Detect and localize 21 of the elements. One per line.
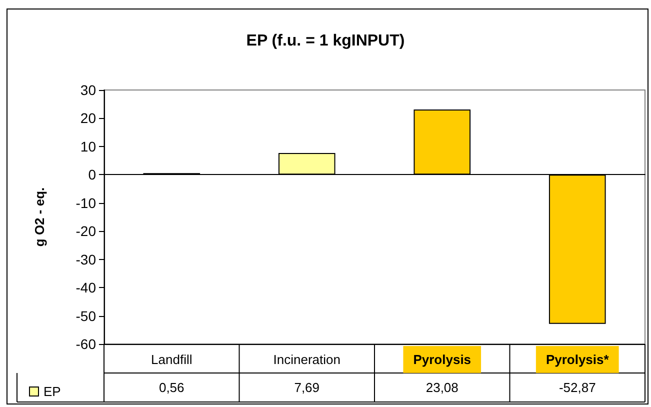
data-label: 7,69 [294,380,320,395]
data-label: 0,56 [158,380,184,395]
y-tick-label: 30 [80,82,96,98]
y-tick-label: -60 [76,336,96,352]
x-tick-label: Incineration [273,352,340,367]
y-tick-label: 20 [80,110,96,126]
data-label: 23,08 [426,380,458,395]
y-tick-label: -50 [76,308,96,324]
legend-label: EP [44,384,61,399]
chart-title: EP (f.u. = 1 kgINPUT) [246,32,405,50]
y-tick-label: -20 [76,223,96,240]
y-tick-label: -30 [76,251,96,268]
x-tick-label: Landfill [151,352,192,367]
x-tick-label: Pyrolysis [413,352,472,367]
y-axis-title: g O2 - eq. [32,187,47,247]
y-tick-label: -40 [76,280,96,296]
y-tick-label: -10 [76,194,96,211]
y-tick-label: 0 [88,166,96,183]
y-tick-label: 10 [80,138,96,154]
data-label: -52,87 [558,380,596,395]
x-tick-label: Pyrolysis* [546,352,610,367]
